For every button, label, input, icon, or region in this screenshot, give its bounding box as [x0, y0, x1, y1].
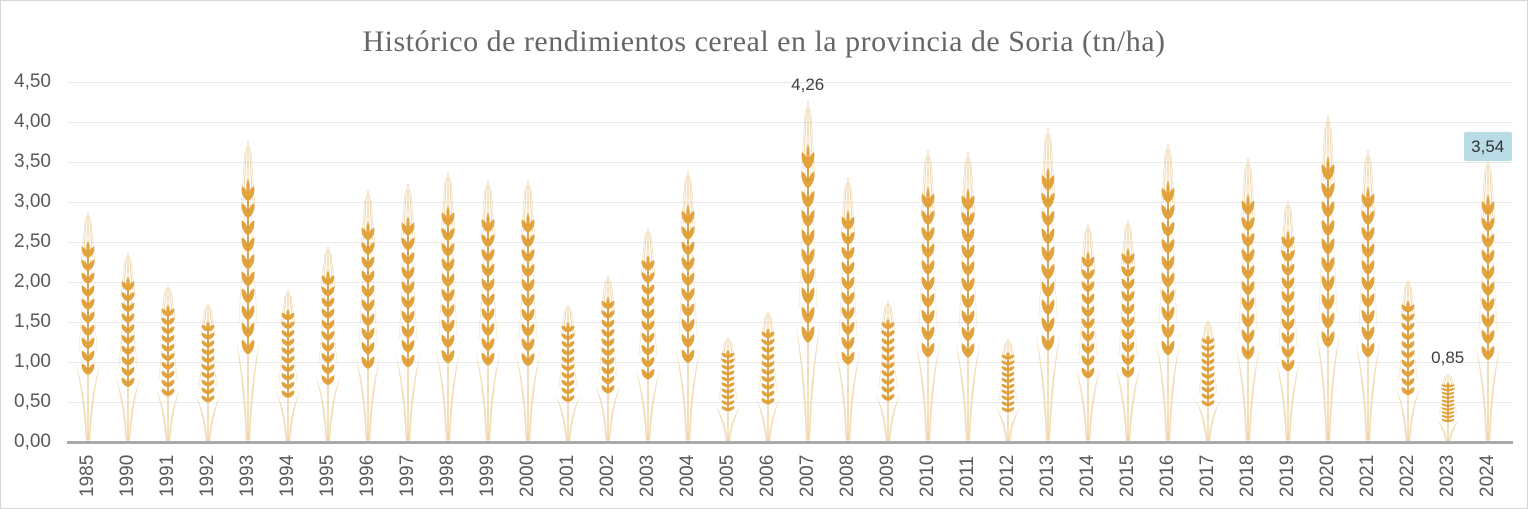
wheat-ear-bar	[795, 101, 821, 442]
x-axis-tick-label: 1993	[236, 454, 258, 497]
x-axis-tick-label: 2001	[556, 454, 578, 497]
x-axis-tick-label: 2024	[1476, 454, 1498, 497]
x-axis-tick-label: 1994	[276, 454, 298, 497]
x-axis-tick-label: 1992	[196, 454, 218, 497]
wheat-ear-bar	[1315, 114, 1341, 442]
gridline	[67, 202, 1513, 203]
wheat-ear-bar	[835, 177, 861, 442]
x-axis-tick-label: 1998	[436, 454, 458, 497]
data-label: 0,85	[1431, 348, 1465, 367]
data-label-highlighted: 3,54	[1463, 131, 1512, 161]
wheat-ear-bar	[315, 246, 341, 442]
x-axis-tick-label: 1990	[116, 454, 138, 497]
gridline	[67, 402, 1513, 403]
x-axis-tick-label: 2019	[1276, 454, 1298, 497]
x-axis-tick-label: 2018	[1236, 454, 1258, 497]
wheat-ear-bar	[1475, 158, 1501, 442]
y-axis-tick-label: 3,00	[14, 191, 51, 212]
x-axis-tick-label: 2011	[956, 456, 978, 497]
y-axis-tick-label: 1,50	[14, 311, 51, 332]
x-axis-tick-label: 2014	[1076, 454, 1098, 497]
x-axis-tick-label: 2000	[516, 454, 538, 497]
y-axis-tick-label: 1,00	[14, 351, 51, 372]
wheat-ear-bar	[1195, 320, 1221, 442]
wheat-ear-bar	[195, 303, 221, 442]
x-axis-tick-label: 1999	[476, 454, 498, 497]
wheat-ear-bar	[515, 179, 541, 442]
wheat-ear-bar	[1235, 158, 1261, 442]
x-axis-tick-label: 2007	[796, 454, 818, 497]
x-axis-tick-label: 1985	[76, 454, 98, 497]
gridline	[67, 122, 1513, 123]
y-axis-tick-label: 0,00	[14, 431, 51, 452]
x-axis-tick-label: 2021	[1356, 454, 1378, 497]
wheat-ear-bar	[1435, 374, 1461, 442]
y-axis-tick-label: 2,00	[14, 271, 51, 292]
wheat-ear-bar	[1275, 200, 1301, 442]
y-axis-tick-label: 4,00	[14, 111, 51, 132]
x-axis-tick-label: 2023	[1436, 454, 1458, 497]
gridline	[67, 242, 1513, 243]
x-axis-tick-label: 2015	[1116, 454, 1138, 497]
wheat-ear-bar	[675, 170, 701, 442]
wheat-ear-bar	[635, 228, 661, 442]
gridline	[67, 322, 1513, 323]
wheat-ear-bar	[155, 285, 181, 442]
wheat-ear-bar	[1355, 150, 1381, 442]
wheat-ear-bar	[395, 183, 421, 442]
wheat-ear-bar	[1395, 279, 1421, 442]
x-axis-tick-label: 2003	[636, 454, 658, 497]
gridline	[67, 162, 1513, 163]
chart-title: Histórico de rendimientos cereal en la p…	[362, 25, 1166, 58]
wheat-ear-bar	[955, 152, 981, 442]
y-axis-tick-label: 0,50	[14, 391, 51, 412]
x-axis-tick-label: 2017	[1196, 454, 1218, 497]
wheat-ear-bar	[235, 141, 261, 442]
x-axis-tick-label: 2012	[996, 454, 1018, 497]
wheat-ear-bar	[475, 180, 501, 442]
x-axis-tick-label: 2013	[1036, 454, 1058, 497]
wheat-ear-bar	[875, 301, 901, 442]
wheat-ear-bar	[355, 190, 381, 442]
y-axis-tick-label: 4,50	[14, 71, 51, 92]
wheat-ear-bar	[435, 172, 461, 442]
x-axis-tick-label: 1991	[156, 454, 178, 497]
wheat-ear-bar	[995, 338, 1021, 442]
x-axis-tick-label: 2008	[836, 454, 858, 497]
x-axis-tick-label: 1997	[396, 454, 418, 497]
x-axis-tick-label: 2022	[1396, 454, 1418, 497]
data-label: 4,26	[791, 75, 825, 95]
gridline	[67, 282, 1513, 283]
x-axis-tick-label: 2002	[596, 454, 618, 497]
x-axis-tick-label: 1995	[316, 454, 338, 497]
x-axis-tick-label: 1996	[356, 454, 378, 497]
wheat-ear-bar	[755, 311, 781, 442]
wheat-ear-bar	[1075, 224, 1101, 442]
wheat-ear-bar	[915, 150, 941, 442]
wheat-ear-bar	[275, 290, 301, 442]
x-axis-tick-label: 2020	[1316, 454, 1338, 497]
x-axis-tick-label: 2009	[876, 454, 898, 497]
x-axis-tick-label: 2005	[716, 454, 738, 497]
wheat-ear-bar	[1115, 219, 1141, 442]
wheat-ear-bar	[115, 253, 141, 442]
gridline	[67, 362, 1513, 363]
wheat-ear-bar	[75, 212, 101, 442]
gridline	[67, 82, 1513, 83]
wheat-ear-bar	[1035, 128, 1061, 442]
x-axis-tick-label: 2010	[916, 454, 938, 497]
wheat-ear-bar	[595, 276, 621, 442]
x-axis-tick-label: 2004	[676, 454, 698, 497]
x-axis-tick-label: 2016	[1156, 454, 1178, 497]
x-axis-line	[67, 441, 1513, 444]
wheat-ear-bar	[715, 337, 741, 442]
x-axis-tick-label: 2006	[756, 454, 778, 497]
wheat-ear-bar	[1155, 142, 1181, 442]
wheat-ear-bar	[555, 305, 581, 442]
y-axis-tick-label: 2,50	[14, 231, 51, 252]
y-axis-tick-label: 3,50	[14, 151, 51, 172]
